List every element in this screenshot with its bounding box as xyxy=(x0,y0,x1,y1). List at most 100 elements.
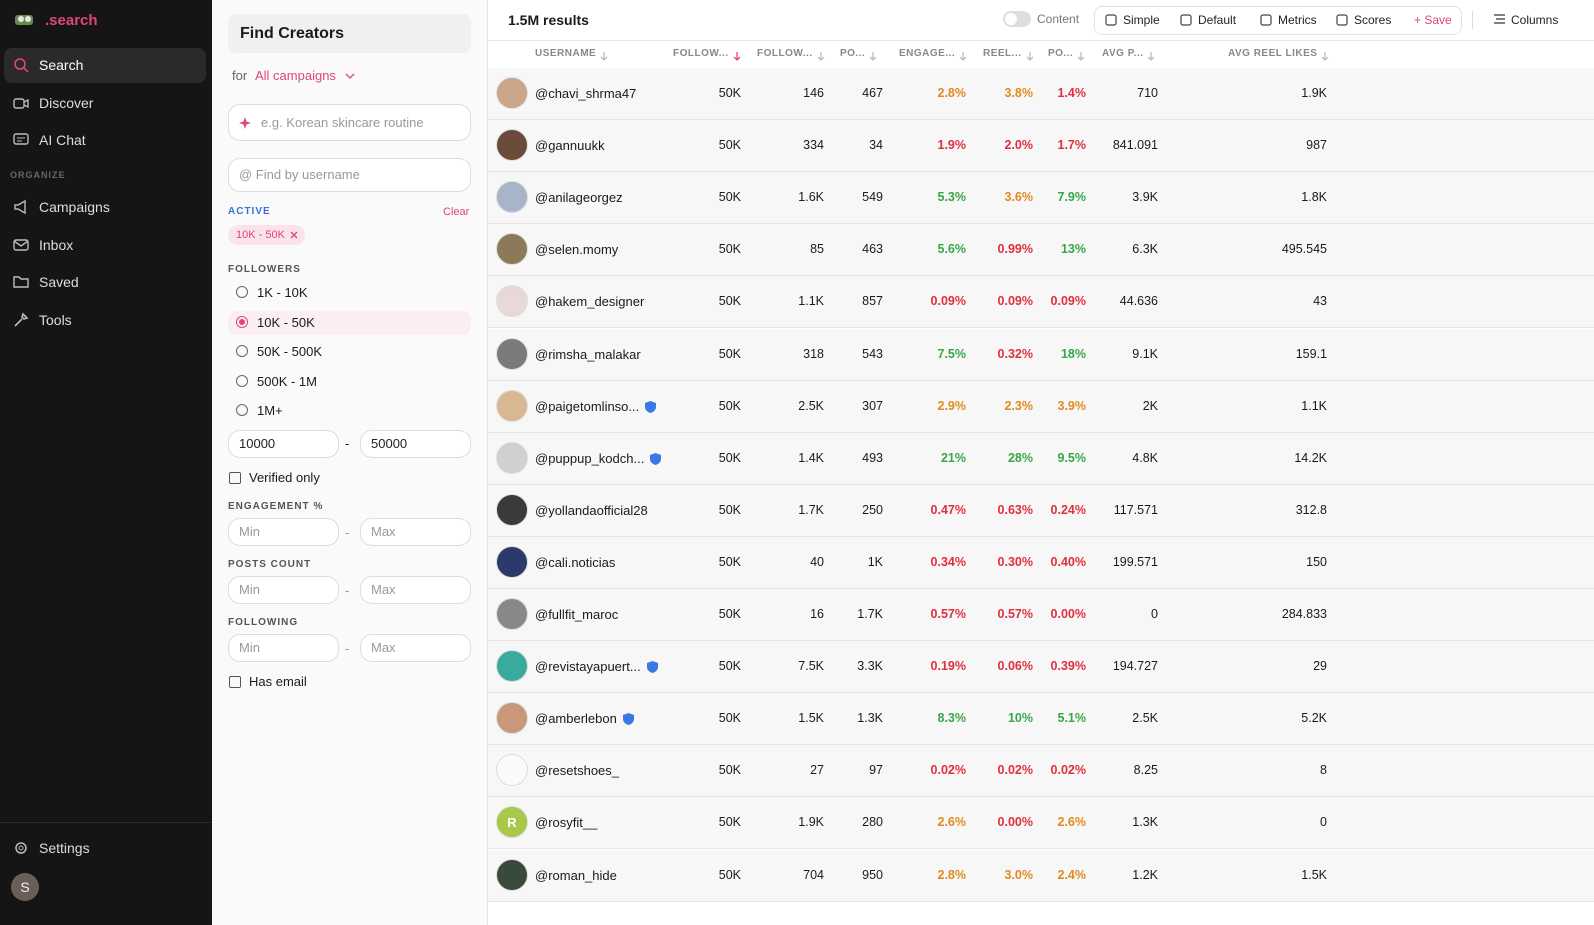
username[interactable]: @paigetomlinso... xyxy=(535,398,640,414)
max-input[interactable]: Max xyxy=(360,518,471,546)
view-button[interactable]: Default xyxy=(1198,13,1237,27)
metric-cell: 50K xyxy=(718,763,741,778)
username[interactable]: @chavi_shrma47 xyxy=(535,86,637,101)
creator-row[interactable]: @amberlebon 50K 1.5K 1.3K 8.3% 10% 5.1% 2.5K 5.2… xyxy=(488,693,1594,746)
metric-cell: 857 xyxy=(862,294,883,309)
settings-link[interactable]: Settings xyxy=(4,831,206,866)
column-header[interactable]: AVG P... xyxy=(1102,48,1144,59)
nav-item[interactable]: Tools xyxy=(4,303,206,338)
creator-row[interactable]: @paigetomlinso... 50K 2.5K 307 2.9% 2.3% 3.9% 2… xyxy=(488,380,1594,433)
creator-row[interactable]: @hakem_designer 50K 1.1K 857 0.09% 0.09% 0.09%… xyxy=(488,276,1594,329)
metric-cell: 50K xyxy=(718,711,741,726)
min-input[interactable]: Min xyxy=(228,576,339,604)
nav-item[interactable]: AI Chat xyxy=(4,123,206,158)
results-count: 1.5M results xyxy=(508,12,589,28)
metric-cell: 14.2K xyxy=(1294,450,1327,465)
creator-row[interactable]: @yollandaofficial28 50K 1.7K 250 0.47% 0.63% 0… xyxy=(488,484,1594,537)
nav-item[interactable]: Discover xyxy=(4,86,206,121)
column-header[interactable]: PO... xyxy=(1048,48,1074,59)
min-input[interactable]: Min xyxy=(228,634,339,662)
view-button[interactable]: Metrics xyxy=(1278,13,1317,27)
nav-item[interactable]: Inbox xyxy=(4,228,206,263)
creator-row[interactable]: @revistayapuert... 50K 7.5K 3.3K 0.19% 0.06% 0… xyxy=(488,641,1594,694)
active-chip[interactable]: 10K - 50K xyxy=(228,225,305,245)
creator-row[interactable]: @rimsha_malakar 50K 318 543 7.5% 0.32% 18% 9.1K… xyxy=(488,328,1594,381)
max-input[interactable]: Max xyxy=(360,576,471,604)
nav-item[interactable]: Saved xyxy=(4,265,206,300)
username[interactable]: @puppup_kodch... xyxy=(535,450,645,466)
clear-button[interactable]: Clear xyxy=(443,206,470,218)
metric-cell: 950 xyxy=(862,867,883,882)
creator-row[interactable]: @selen.momy 50K 85 463 5.6% 0.99% 13% 6.3K 495.5… xyxy=(488,224,1594,277)
min-followers[interactable]: 10000 xyxy=(228,430,339,458)
metric-cell: 3.6% xyxy=(1004,190,1034,205)
max-input[interactable]: Max xyxy=(360,634,471,662)
username[interactable]: @roman_hide xyxy=(535,867,617,883)
email-checkbox[interactable] xyxy=(229,676,241,688)
view-button[interactable]: Scores xyxy=(1354,13,1392,27)
metric-cell: 2.6% xyxy=(1057,815,1087,830)
radio[interactable] xyxy=(236,286,248,298)
username[interactable]: @amberlebon xyxy=(535,711,617,727)
verified-checkbox[interactable] xyxy=(229,472,241,484)
save-button[interactable]: + Save xyxy=(1414,13,1452,27)
filter-label: ENGAGEMENT % xyxy=(228,501,324,512)
avatar xyxy=(496,493,528,526)
username-input[interactable]: @ Find by username xyxy=(228,158,471,192)
username[interactable]: @cali.noticias xyxy=(535,554,616,570)
column-header[interactable]: REEL... xyxy=(983,48,1022,59)
username[interactable]: @resetshoes_ xyxy=(535,763,620,779)
nav-item[interactable]: Search xyxy=(4,48,206,83)
username[interactable]: @revistayapuert... xyxy=(535,659,641,675)
metric-cell: 50K xyxy=(718,86,741,100)
creator-row[interactable]: @resetshoes_ 50K 27 97 0.02% 0.02% 0.02% 8.25 8 xyxy=(488,745,1594,798)
column-header[interactable]: USERNAME xyxy=(535,48,597,59)
username[interactable]: @gannuukk xyxy=(535,138,605,154)
creator-row[interactable]: @anilageorgez 50K 1.6K 549 5.3% 3.6% 7.9% 3.9K 1… xyxy=(488,172,1594,225)
creator-row[interactable]: @chavi_shrma47 50K 146 467 2.8% 3.8% 1.4% 710 1.… xyxy=(488,68,1594,120)
column-header[interactable]: PO... xyxy=(840,48,866,59)
content-toggle[interactable] xyxy=(1003,11,1031,27)
username[interactable]: @yollandaofficial28 xyxy=(535,502,648,518)
column-header[interactable]: FOLLOW... xyxy=(673,48,729,59)
metric-cell: 10% xyxy=(1007,711,1033,726)
creator-row[interactable]: @puppup_kodch... 50K 1.4K 493 21% 28% 9.5% 4.8K… xyxy=(488,432,1594,485)
columns-button[interactable]: Columns xyxy=(1511,13,1559,27)
username[interactable]: @selen.momy xyxy=(535,242,619,258)
creator-row[interactable]: @cali.noticias 50K 40 1K 0.34% 0.30% 0.40% 199.… xyxy=(488,536,1594,589)
view-button[interactable]: Simple xyxy=(1123,13,1160,27)
max-followers[interactable]: 50000 xyxy=(360,430,471,458)
follower-option[interactable]: 1K - 10K xyxy=(228,281,471,305)
metric-cell: 146 xyxy=(803,86,824,100)
radio[interactable] xyxy=(236,404,248,417)
metric-cell: 3.9K xyxy=(1132,190,1158,205)
username[interactable]: @rimsha_malakar xyxy=(535,346,641,362)
creator-row[interactable]: @fullfit_maroc 50K 16 1.7K 0.57% 0.57% 0.00% 0 2… xyxy=(488,589,1594,641)
username[interactable]: @fullfit_maroc xyxy=(535,607,619,622)
creator-row[interactable]: @roman_hide 50K 704 950 2.8% 3.0% 2.4% 1.2K 1.5K xyxy=(488,849,1594,902)
nav-item[interactable]: Campaigns xyxy=(4,190,206,225)
follower-option[interactable]: 500K - 1M xyxy=(228,370,471,394)
creator-row[interactable]: R @rosyfit__ 50K 1.9K 280 2.6% 0.00% 2.6% 1.3K 0 xyxy=(488,797,1594,850)
metric-cell: 0.09% xyxy=(997,294,1033,309)
user-avatar[interactable]: S xyxy=(11,873,39,901)
min-input[interactable]: Min xyxy=(228,518,339,546)
radio[interactable] xyxy=(236,374,248,387)
follower-option[interactable]: 1M+ xyxy=(228,399,471,423)
metric-cell: 5.2K xyxy=(1301,711,1327,726)
metric-cell: 5.1% xyxy=(1057,711,1087,726)
verified-badge xyxy=(646,661,658,674)
creator-row[interactable]: @gannuukk 50K 334 34 1.9% 2.0% 1.7% 841.091 987 xyxy=(488,120,1594,173)
column-header[interactable]: ENGAGE... xyxy=(899,48,956,59)
follower-option[interactable]: 50K - 500K xyxy=(228,340,471,364)
column-header[interactable]: AVG REEL LIKES xyxy=(1228,48,1318,59)
campaign-select[interactable]: All campaigns xyxy=(255,68,336,83)
prompt-input[interactable]: e.g. Korean skincare routine xyxy=(228,104,471,141)
radio[interactable] xyxy=(236,315,248,328)
username[interactable]: @hakem_designer xyxy=(535,294,645,310)
radio[interactable] xyxy=(236,345,248,358)
follower-option[interactable]: 10K - 50K xyxy=(228,310,471,335)
username[interactable]: @rosyfit__ xyxy=(535,815,598,831)
username[interactable]: @anilageorgez xyxy=(535,190,623,206)
column-header[interactable]: FOLLOW... xyxy=(757,48,813,59)
